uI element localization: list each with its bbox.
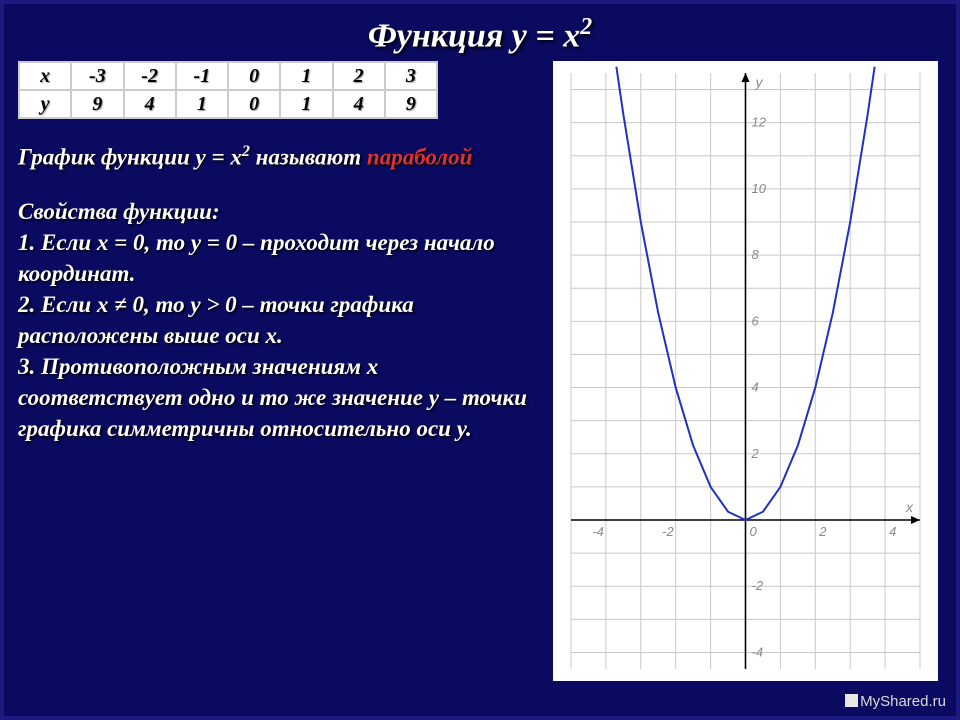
statement-highlight: параболой: [367, 145, 473, 170]
table-cell: 0: [228, 90, 280, 118]
parabola-statement: График функции y = x2 называют параболой: [18, 141, 543, 173]
table-cell: 9: [385, 90, 437, 118]
table-cell: 4: [333, 90, 385, 118]
table-cell: -1: [176, 62, 228, 90]
svg-text:y: y: [755, 74, 764, 90]
table-row: y9410149: [19, 90, 437, 118]
property-3: 3. Противоположным значениям x соответст…: [18, 351, 543, 444]
table-cell: 1: [176, 90, 228, 118]
table-cell: y: [19, 90, 71, 118]
svg-text:-4: -4: [592, 524, 604, 539]
table-cell: 1: [280, 62, 332, 90]
svg-text:10: 10: [752, 181, 767, 196]
statement-pre: График функции y = x: [18, 145, 242, 170]
svg-text:2: 2: [751, 446, 760, 461]
table-cell: -2: [124, 62, 176, 90]
table-cell: 1: [280, 90, 332, 118]
right-column: -4 -2 0 2 4 -4 -2 2 4 6 8 10 12 x y: [553, 61, 953, 681]
watermark-icon: [845, 694, 858, 707]
values-table-body: x-3-2-10123y9410149: [19, 62, 437, 118]
svg-text:-2: -2: [662, 524, 674, 539]
svg-text:4: 4: [889, 524, 896, 539]
values-table: x-3-2-10123y9410149: [18, 61, 438, 119]
statement-mid: называют: [250, 145, 367, 170]
svg-text:0: 0: [750, 524, 758, 539]
svg-text:2: 2: [818, 524, 827, 539]
table-cell: 0: [228, 62, 280, 90]
page-title: Функция y = x2: [4, 4, 956, 61]
left-column: x-3-2-10123y9410149 График функции y = x…: [18, 61, 553, 681]
svg-text:6: 6: [752, 314, 760, 329]
table-cell: 9: [71, 90, 123, 118]
svg-text:12: 12: [752, 115, 767, 130]
table-cell: 2: [333, 62, 385, 90]
svg-text:-4: -4: [752, 645, 764, 660]
table-cell: 3: [385, 62, 437, 90]
statement-sup: 2: [242, 143, 250, 160]
table-row: x-3-2-10123: [19, 62, 437, 90]
property-1: 1. Если x = 0, то y = 0 – проходит через…: [18, 227, 543, 289]
table-cell: 4: [124, 90, 176, 118]
table-cell: -3: [71, 62, 123, 90]
property-2: 2. Если x ≠ 0, то y > 0 – точки графика …: [18, 289, 543, 351]
svg-text:-2: -2: [752, 579, 764, 594]
parabola-chart: -4 -2 0 2 4 -4 -2 2 4 6 8 10 12 x y: [553, 61, 938, 681]
table-cell: x: [19, 62, 71, 90]
properties-title: Свойства функции:: [18, 199, 543, 225]
svg-text:8: 8: [752, 247, 760, 262]
chart-svg: -4 -2 0 2 4 -4 -2 2 4 6 8 10 12 x y: [553, 61, 938, 681]
svg-text:x: x: [905, 499, 914, 515]
watermark-text: MyShared.ru: [860, 693, 946, 710]
svg-text:4: 4: [752, 380, 759, 395]
watermark: MyShared.ru: [845, 693, 946, 710]
content-row: x-3-2-10123y9410149 График функции y = x…: [4, 61, 956, 681]
